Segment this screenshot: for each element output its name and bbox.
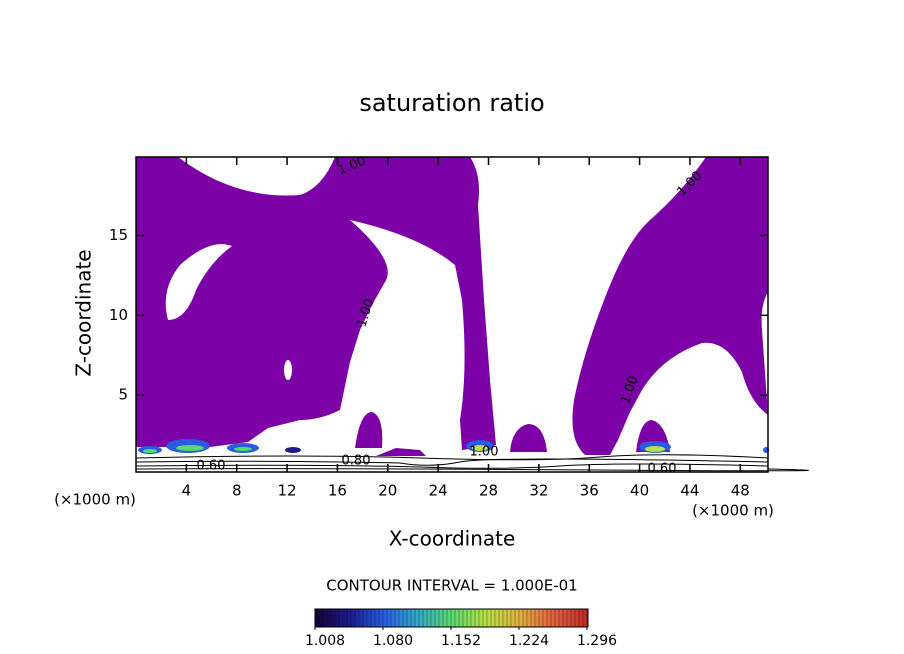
contour-interval: CONTOUR INTERVAL = 1.000E-01 xyxy=(326,577,577,595)
x-tick-label: 44 xyxy=(680,482,699,500)
x-axis-title: X-coordinate xyxy=(389,527,516,551)
colorbar-tick-label: 1.296 xyxy=(577,633,617,649)
colorbar-tick-label: 1.152 xyxy=(441,633,481,649)
x-tick-label: 16 xyxy=(328,482,347,500)
contour-label: 1.00 xyxy=(470,445,499,460)
saturated-region xyxy=(572,157,768,455)
x-tick-label: 32 xyxy=(529,482,548,500)
x-tick-label: 20 xyxy=(378,482,397,500)
plot-area xyxy=(135,156,809,473)
contour-line xyxy=(135,468,809,472)
unsaturated-hole xyxy=(165,244,232,320)
x-unit-label: (×1000 m) xyxy=(692,502,774,520)
supersaturated-spots xyxy=(138,439,769,454)
saturated-region xyxy=(355,412,383,448)
contour-label: 0.60 xyxy=(648,462,677,477)
contour-line xyxy=(135,463,769,469)
y-tick-label: 10 xyxy=(109,306,128,324)
x-unit-label: (×1000 m) xyxy=(54,491,136,509)
chart-title: saturation ratio xyxy=(359,89,544,117)
plot-frame xyxy=(135,156,769,473)
x-tick-label: 48 xyxy=(731,482,750,500)
saturated-region xyxy=(510,424,547,452)
x-tick-label: 28 xyxy=(479,482,498,500)
x-tick-label: 12 xyxy=(278,482,297,500)
y-axis-title: Z-coordinate xyxy=(72,249,96,376)
x-tick-label: 24 xyxy=(429,482,448,500)
colorbar-tick-label: 1.008 xyxy=(305,633,345,649)
y-tick-label: 15 xyxy=(109,226,128,244)
saturated-region xyxy=(376,448,426,456)
x-tick-label: 8 xyxy=(232,482,242,500)
x-tick-label: 40 xyxy=(630,482,649,500)
y-tick-label: 5 xyxy=(118,386,128,404)
contour-line xyxy=(135,458,769,466)
saturated-region xyxy=(136,157,496,450)
x-tick-label: 4 xyxy=(182,482,192,500)
colorbar-tick-label: 1.080 xyxy=(373,633,413,649)
contour-label: 0.80 xyxy=(342,454,371,469)
x-tick-label: 36 xyxy=(580,482,599,500)
contour-line xyxy=(135,454,769,461)
contour-label: 0.60 xyxy=(197,459,226,474)
unsaturated-hole xyxy=(284,360,292,380)
colorbar-tick-label: 1.224 xyxy=(509,633,549,649)
